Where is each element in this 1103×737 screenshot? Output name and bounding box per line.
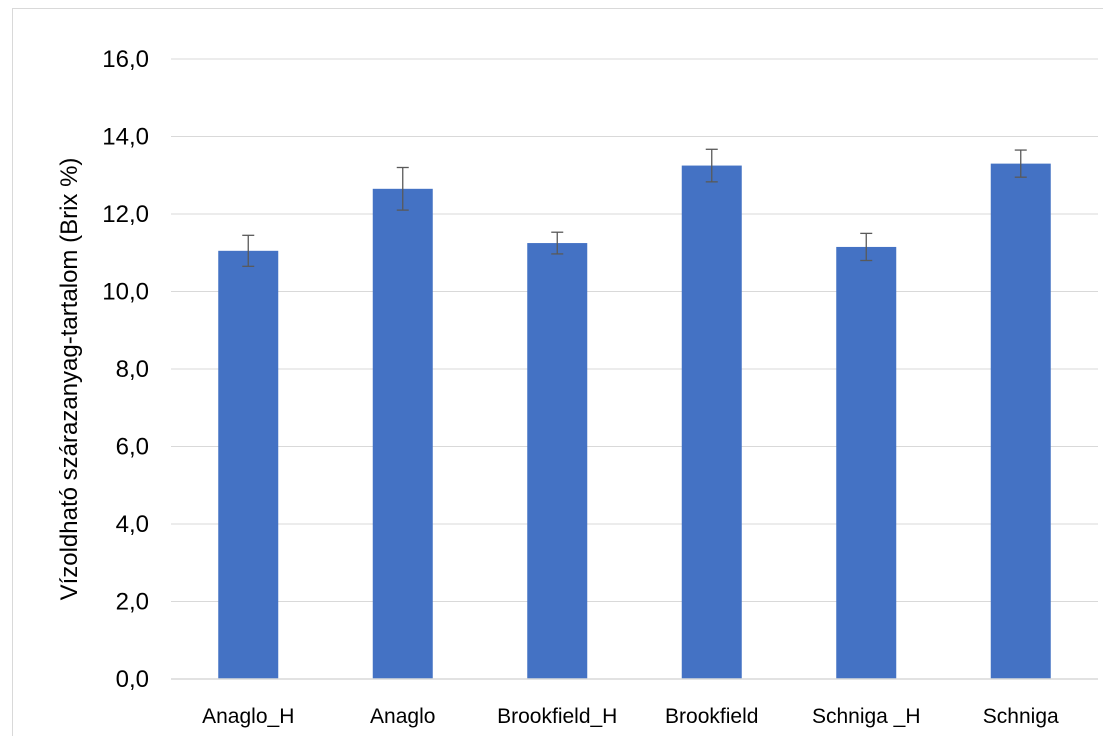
x-category-label: Anaglo_H [202, 705, 294, 728]
error-bar [551, 231, 564, 255]
x-category-label: Anaglo [370, 705, 435, 728]
error-bar [396, 166, 409, 211]
gridlines [171, 58, 1098, 602]
y-tick-label: 6,0 [116, 434, 149, 461]
bar [218, 250, 279, 679]
x-category-label: Schniga [983, 705, 1059, 728]
error-bar [1014, 149, 1027, 178]
y-tick-label: 10,0 [102, 279, 149, 306]
bar [527, 243, 588, 679]
bar [372, 188, 433, 679]
category-labels: Anaglo_H Anaglo Brookfield_H Brookfield Schn… [202, 705, 1059, 728]
y-axis-title: Vízoldható szárazanyag-tartalom (Brix %) [56, 158, 83, 601]
x-category-label: Brookfield [665, 705, 758, 728]
x-category-label: Brookfield_H [497, 705, 617, 728]
y-tick-label: 12,0 [102, 201, 149, 228]
bar-chart: 0,0 2,0 4,0 6,0 8,0 10,0 12,0 14,0 16,0 Anaglo_H… [56, 46, 1098, 728]
error-bar [860, 232, 873, 262]
y-tick-label: 2,0 [116, 589, 149, 616]
x-category-label: Schniga _H [812, 705, 921, 728]
bar [990, 163, 1051, 679]
error-bar [242, 234, 255, 267]
error-bar [705, 148, 718, 183]
bar [836, 246, 897, 679]
y-tick-label: 16,0 [102, 46, 149, 73]
chart-frame: 0,0 2,0 4,0 6,0 8,0 10,0 12,0 14,0 16,0 Anaglo_H… [12, 8, 1103, 736]
bar [681, 165, 742, 679]
y-tick-label: 14,0 [102, 124, 149, 151]
y-tick-label: 0,0 [116, 666, 149, 693]
bars [218, 163, 1051, 679]
y-tick-label: 4,0 [116, 511, 149, 538]
y-axis-ticks: 0,0 2,0 4,0 6,0 8,0 10,0 12,0 14,0 16,0 [102, 46, 149, 693]
y-tick-label: 8,0 [116, 356, 149, 383]
error-bars [242, 148, 1027, 267]
